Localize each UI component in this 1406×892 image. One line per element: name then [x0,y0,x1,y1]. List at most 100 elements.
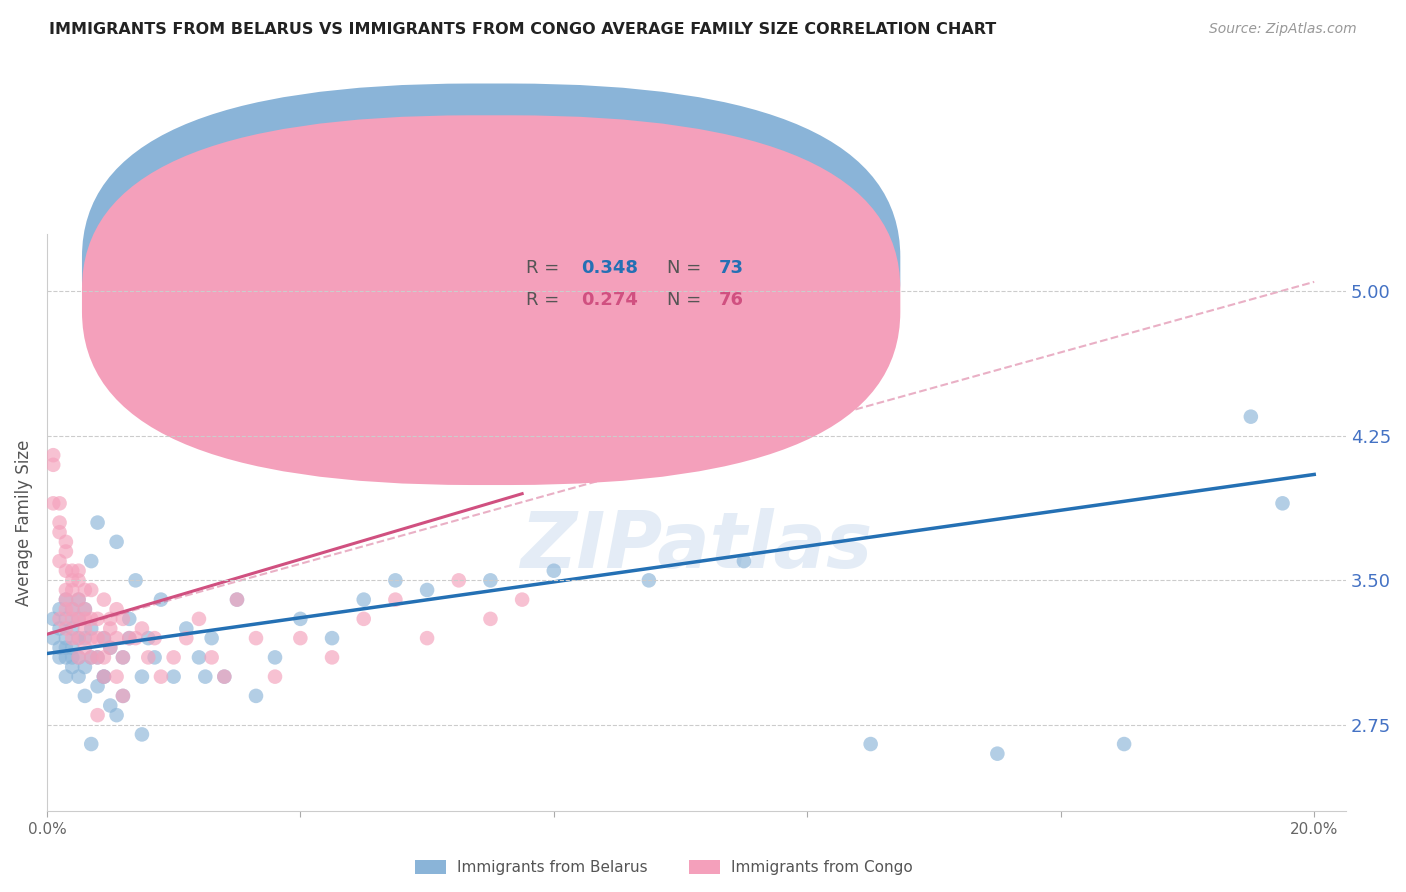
Point [86,631,108,645]
Point [67,612,90,626]
Point [55,612,77,626]
Point [124,631,146,645]
Point [48,612,70,626]
Point [80,631,103,645]
Point [264,650,287,665]
Point [55,592,77,607]
Point [118,631,141,645]
Point [98,640,121,655]
Point [479,574,502,588]
Point [55,640,77,655]
Point [60,602,83,616]
FancyBboxPatch shape [82,115,900,485]
Point [73,602,96,616]
Point [67,650,90,665]
Point [105,708,128,723]
Point [98,612,121,626]
Point [93,670,115,684]
Point [42,612,65,626]
Point [73,612,96,626]
Text: Source: ZipAtlas.com: Source: ZipAtlas.com [1209,22,1357,37]
Point [55,582,77,597]
Text: N =: N = [666,291,706,310]
Point [60,650,83,665]
Point [290,631,312,645]
Point [55,670,77,684]
Point [55,564,77,578]
Text: R =: R = [526,291,565,310]
Point [55,592,77,607]
Point [60,564,83,578]
Point [416,467,439,482]
Point [55,534,77,549]
Point [55,631,77,645]
Point [48,496,70,510]
Point [98,640,121,655]
Point [733,554,755,568]
Text: 0.348: 0.348 [581,260,638,277]
Point [105,631,128,645]
Point [264,670,287,684]
Point [1240,409,1263,424]
Point [118,612,141,626]
Point [80,612,103,626]
Point [162,650,184,665]
Point [111,612,134,626]
Point [73,582,96,597]
Point [226,592,249,607]
Point [48,525,70,540]
Point [118,631,141,645]
Point [162,670,184,684]
Point [73,631,96,645]
Point [73,660,96,674]
Point [55,622,77,636]
Point [201,631,224,645]
Point [1114,737,1136,751]
Point [80,650,103,665]
Point [143,650,166,665]
Point [93,650,115,665]
Point [226,592,249,607]
Text: IMMIGRANTS FROM BELARUS VS IMMIGRANTS FROM CONGO AVERAGE FAMILY SIZE CORRELATION: IMMIGRANTS FROM BELARUS VS IMMIGRANTS FR… [49,22,997,37]
Point [67,670,90,684]
Point [48,602,70,616]
Point [131,727,153,741]
Point [55,650,77,665]
Point [93,631,115,645]
Point [73,689,96,703]
Point [131,622,153,636]
Point [1271,496,1294,510]
Text: Immigrants from Belarus: Immigrants from Belarus [457,860,648,874]
Point [384,574,406,588]
Point [149,670,172,684]
Point [93,631,115,645]
Point [111,650,134,665]
Point [60,602,83,616]
Point [60,631,83,645]
Point [245,631,267,645]
Text: R =: R = [526,260,565,277]
Point [80,737,103,751]
Point [131,670,153,684]
Point [98,698,121,713]
Text: ZIPatlas: ZIPatlas [520,508,873,583]
Text: 76: 76 [718,291,744,310]
Point [80,622,103,636]
Point [479,612,502,626]
Point [353,612,375,626]
Point [67,612,90,626]
Point [98,622,121,636]
Point [48,650,70,665]
Point [67,574,90,588]
Point [105,602,128,616]
Point [986,747,1008,761]
Point [136,631,159,645]
Point [55,602,77,616]
Point [149,592,172,607]
Point [93,670,115,684]
Point [290,612,312,626]
Point [136,650,159,665]
Point [105,534,128,549]
Point [188,650,211,665]
Point [42,458,65,472]
